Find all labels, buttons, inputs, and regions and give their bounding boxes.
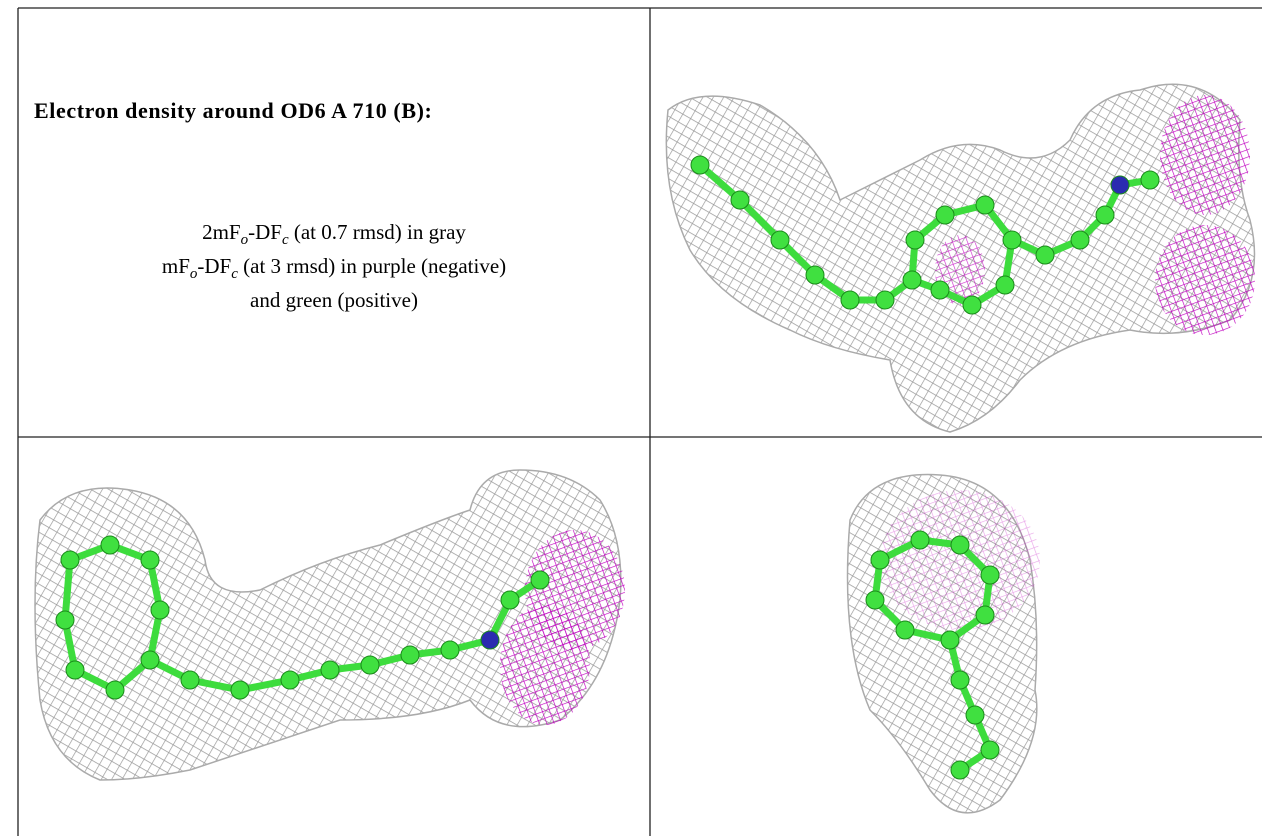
shape: [1155, 225, 1255, 335]
shape: [975, 195, 995, 215]
shape: [1095, 205, 1115, 225]
legend-line: mFo-DFc (at 3 rmsd) in purple (negative): [18, 254, 650, 283]
shape: [1160, 95, 1250, 215]
shape: [140, 550, 160, 570]
shape: [980, 565, 1000, 585]
shape: [950, 760, 970, 780]
shape: [770, 230, 790, 250]
shape: [870, 550, 890, 570]
shape: [902, 270, 922, 290]
shape: [100, 535, 120, 555]
shape: [280, 670, 300, 690]
legend-text: and green (positive): [250, 288, 418, 312]
shape: [1140, 170, 1160, 190]
shape: [940, 630, 960, 650]
legend-text: -DF: [197, 254, 232, 278]
shape: [980, 740, 1000, 760]
legend-text: mF: [161, 254, 190, 278]
subscript: c: [281, 232, 289, 249]
shape: [1070, 230, 1090, 250]
legend-line: and green (positive): [18, 288, 650, 313]
shape: [905, 230, 925, 250]
shape: [730, 190, 750, 210]
shape: [320, 660, 340, 680]
shape: [65, 660, 85, 680]
shape: [962, 295, 982, 315]
shape: [930, 280, 950, 300]
shape: [360, 655, 380, 675]
shape: [530, 570, 550, 590]
shape: [840, 290, 860, 310]
shape: [865, 590, 885, 610]
density-view-1: [665, 83, 1256, 433]
shape: [500, 590, 520, 610]
shape: [440, 640, 460, 660]
shape: [935, 205, 955, 225]
shape: [965, 705, 985, 725]
shape: [950, 535, 970, 555]
shape: [880, 490, 1040, 630]
legend-text: -DF: [248, 220, 282, 244]
shape: [60, 550, 80, 570]
shape: [105, 680, 125, 700]
shape: [690, 155, 710, 175]
shape: [55, 610, 75, 630]
shape: [875, 290, 895, 310]
shape: [400, 645, 420, 665]
shape: [150, 600, 170, 620]
shape: [895, 620, 915, 640]
shape: [61, 559, 74, 621]
shape: [480, 630, 500, 650]
density-view-2: [34, 469, 625, 781]
density-view-3: [846, 473, 1040, 814]
shape: [995, 275, 1015, 295]
legend-text: (at 0.7 rmsd) in gray: [288, 220, 466, 244]
legend-text: (at 3 rmsd) in purple (negative): [237, 254, 507, 278]
subscript: o: [240, 232, 249, 249]
subscript: o: [189, 266, 198, 283]
shape: [950, 670, 970, 690]
shape: [180, 670, 200, 690]
shape: [230, 680, 250, 700]
shape: [1002, 230, 1022, 250]
title: Electron density around OD6 A 710 (B):: [34, 98, 433, 123]
subscript: c: [231, 266, 238, 283]
shape: [805, 265, 825, 285]
shape: [910, 530, 930, 550]
shape: [500, 605, 590, 725]
shape: [140, 650, 160, 670]
legend-line: 2mFo-DFc (at 0.7 rmsd) in gray: [18, 220, 650, 249]
table-lines: [17, 7, 1262, 836]
shape: [975, 605, 995, 625]
legend-text: 2mF: [202, 220, 241, 244]
shape: [1035, 245, 1055, 265]
shape: [1110, 175, 1130, 195]
